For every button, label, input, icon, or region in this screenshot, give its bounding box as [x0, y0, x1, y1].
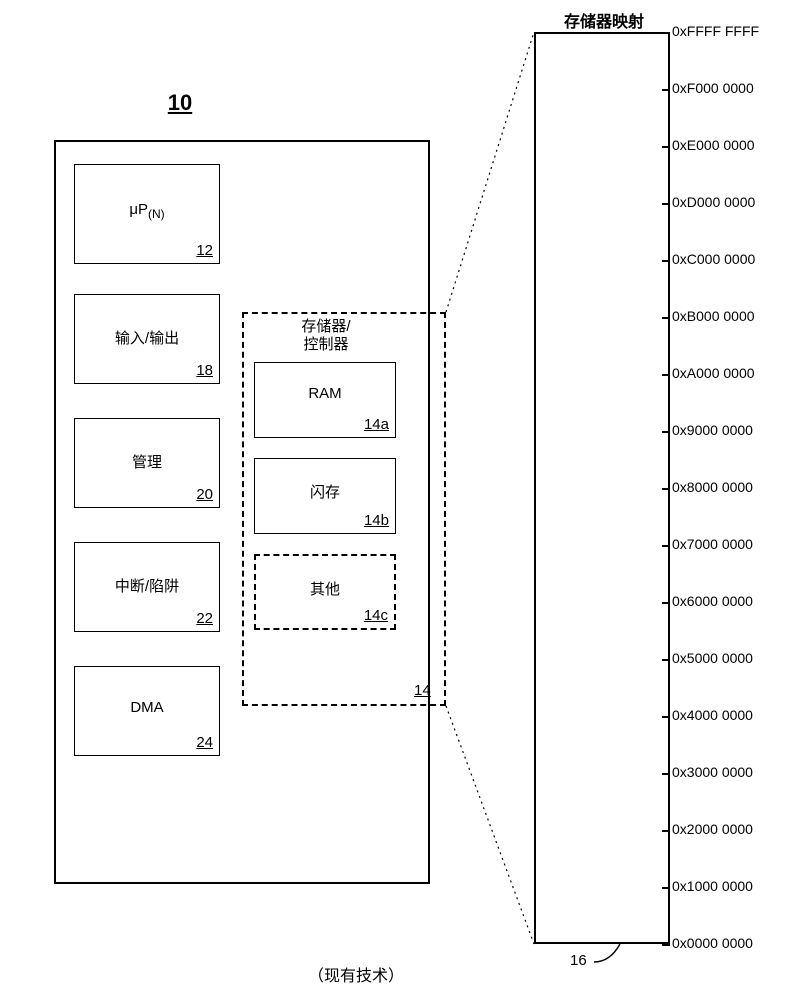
- addr-label: 0xA000 0000: [672, 365, 755, 381]
- io-ref: 18: [196, 362, 213, 379]
- addr-tick: [662, 317, 670, 319]
- figure-ref: 10: [150, 90, 210, 116]
- flash-label: 闪存: [255, 481, 395, 502]
- addr-label: 0x2000 0000: [672, 821, 753, 837]
- addr-tick: [662, 203, 670, 205]
- memory-map-box: [534, 32, 670, 944]
- addr-label: 0xC000 0000: [672, 251, 755, 267]
- addr-tick: [662, 716, 670, 718]
- addr-label: 0x7000 0000: [672, 536, 753, 552]
- other-ref: 14c: [364, 607, 388, 624]
- up-label: μP(N): [75, 201, 219, 221]
- prior-art-caption: （现有技术）: [256, 962, 456, 986]
- addr-label: 0x5000 0000: [672, 650, 753, 666]
- up-ref: 12: [196, 242, 213, 259]
- addr-tick: [662, 374, 670, 376]
- block-flash: 闪存 14b: [254, 458, 396, 534]
- block-dma: DMA 24: [74, 666, 220, 756]
- ram-label: RAM: [255, 385, 395, 402]
- addr-label: 0x3000 0000: [672, 764, 753, 780]
- addr-tick: [662, 488, 670, 490]
- addr-tick: [662, 887, 670, 889]
- addr-label: 0x1000 0000: [672, 878, 753, 894]
- addr-label: 0x4000 0000: [672, 707, 753, 723]
- addr-tick: [662, 431, 670, 433]
- addr-tick: [662, 146, 670, 148]
- trap-ref: 22: [196, 610, 213, 627]
- other-label: 其他: [256, 578, 394, 599]
- addr-tick: [662, 545, 670, 547]
- addr-tick: [662, 944, 670, 946]
- addr-tick: [662, 89, 670, 91]
- block-trap: 中断/陷阱 22: [74, 542, 220, 632]
- block-other: 其他 14c: [254, 554, 396, 630]
- addr-label: 0x6000 0000: [672, 593, 753, 609]
- addr-label: 0xFFFF FFFF: [672, 23, 759, 39]
- trap-label: 中断/陷阱: [75, 575, 219, 596]
- addr-label: 0xD000 0000: [672, 194, 755, 210]
- memory-map-title: 存储器映射: [534, 8, 674, 32]
- addr-tick: [662, 773, 670, 775]
- addr-tick: [662, 602, 670, 604]
- flash-ref: 14b: [364, 512, 389, 529]
- ram-ref: 14a: [364, 416, 389, 433]
- addr-tick: [662, 830, 670, 832]
- block-io: 输入/输出 18: [74, 294, 220, 384]
- addr-label: 0xE000 0000: [672, 137, 755, 153]
- block-mgmt: 管理 20: [74, 418, 220, 508]
- addr-tick: [662, 659, 670, 661]
- memctl-title: 存储器/控制器: [266, 318, 386, 354]
- addr-label: 0x0000 0000: [672, 935, 753, 951]
- dma-ref: 24: [196, 734, 213, 751]
- addr-tick: [662, 260, 670, 262]
- addr-tick: [662, 32, 670, 34]
- addr-label: 0x8000 0000: [672, 479, 753, 495]
- addr-label: 0xB000 0000: [672, 308, 755, 324]
- mgmt-ref: 20: [196, 486, 213, 503]
- mgmt-label: 管理: [75, 451, 219, 472]
- block-microprocessor: μP(N) 12: [74, 164, 220, 264]
- dma-label: DMA: [75, 699, 219, 716]
- addr-label: 0xF000 0000: [672, 80, 754, 96]
- addr-label: 0x9000 0000: [672, 422, 753, 438]
- map-ref: 16: [570, 952, 587, 969]
- memctl-ref: 14: [414, 682, 431, 699]
- block-ram: RAM 14a: [254, 362, 396, 438]
- io-label: 输入/输出: [75, 327, 219, 348]
